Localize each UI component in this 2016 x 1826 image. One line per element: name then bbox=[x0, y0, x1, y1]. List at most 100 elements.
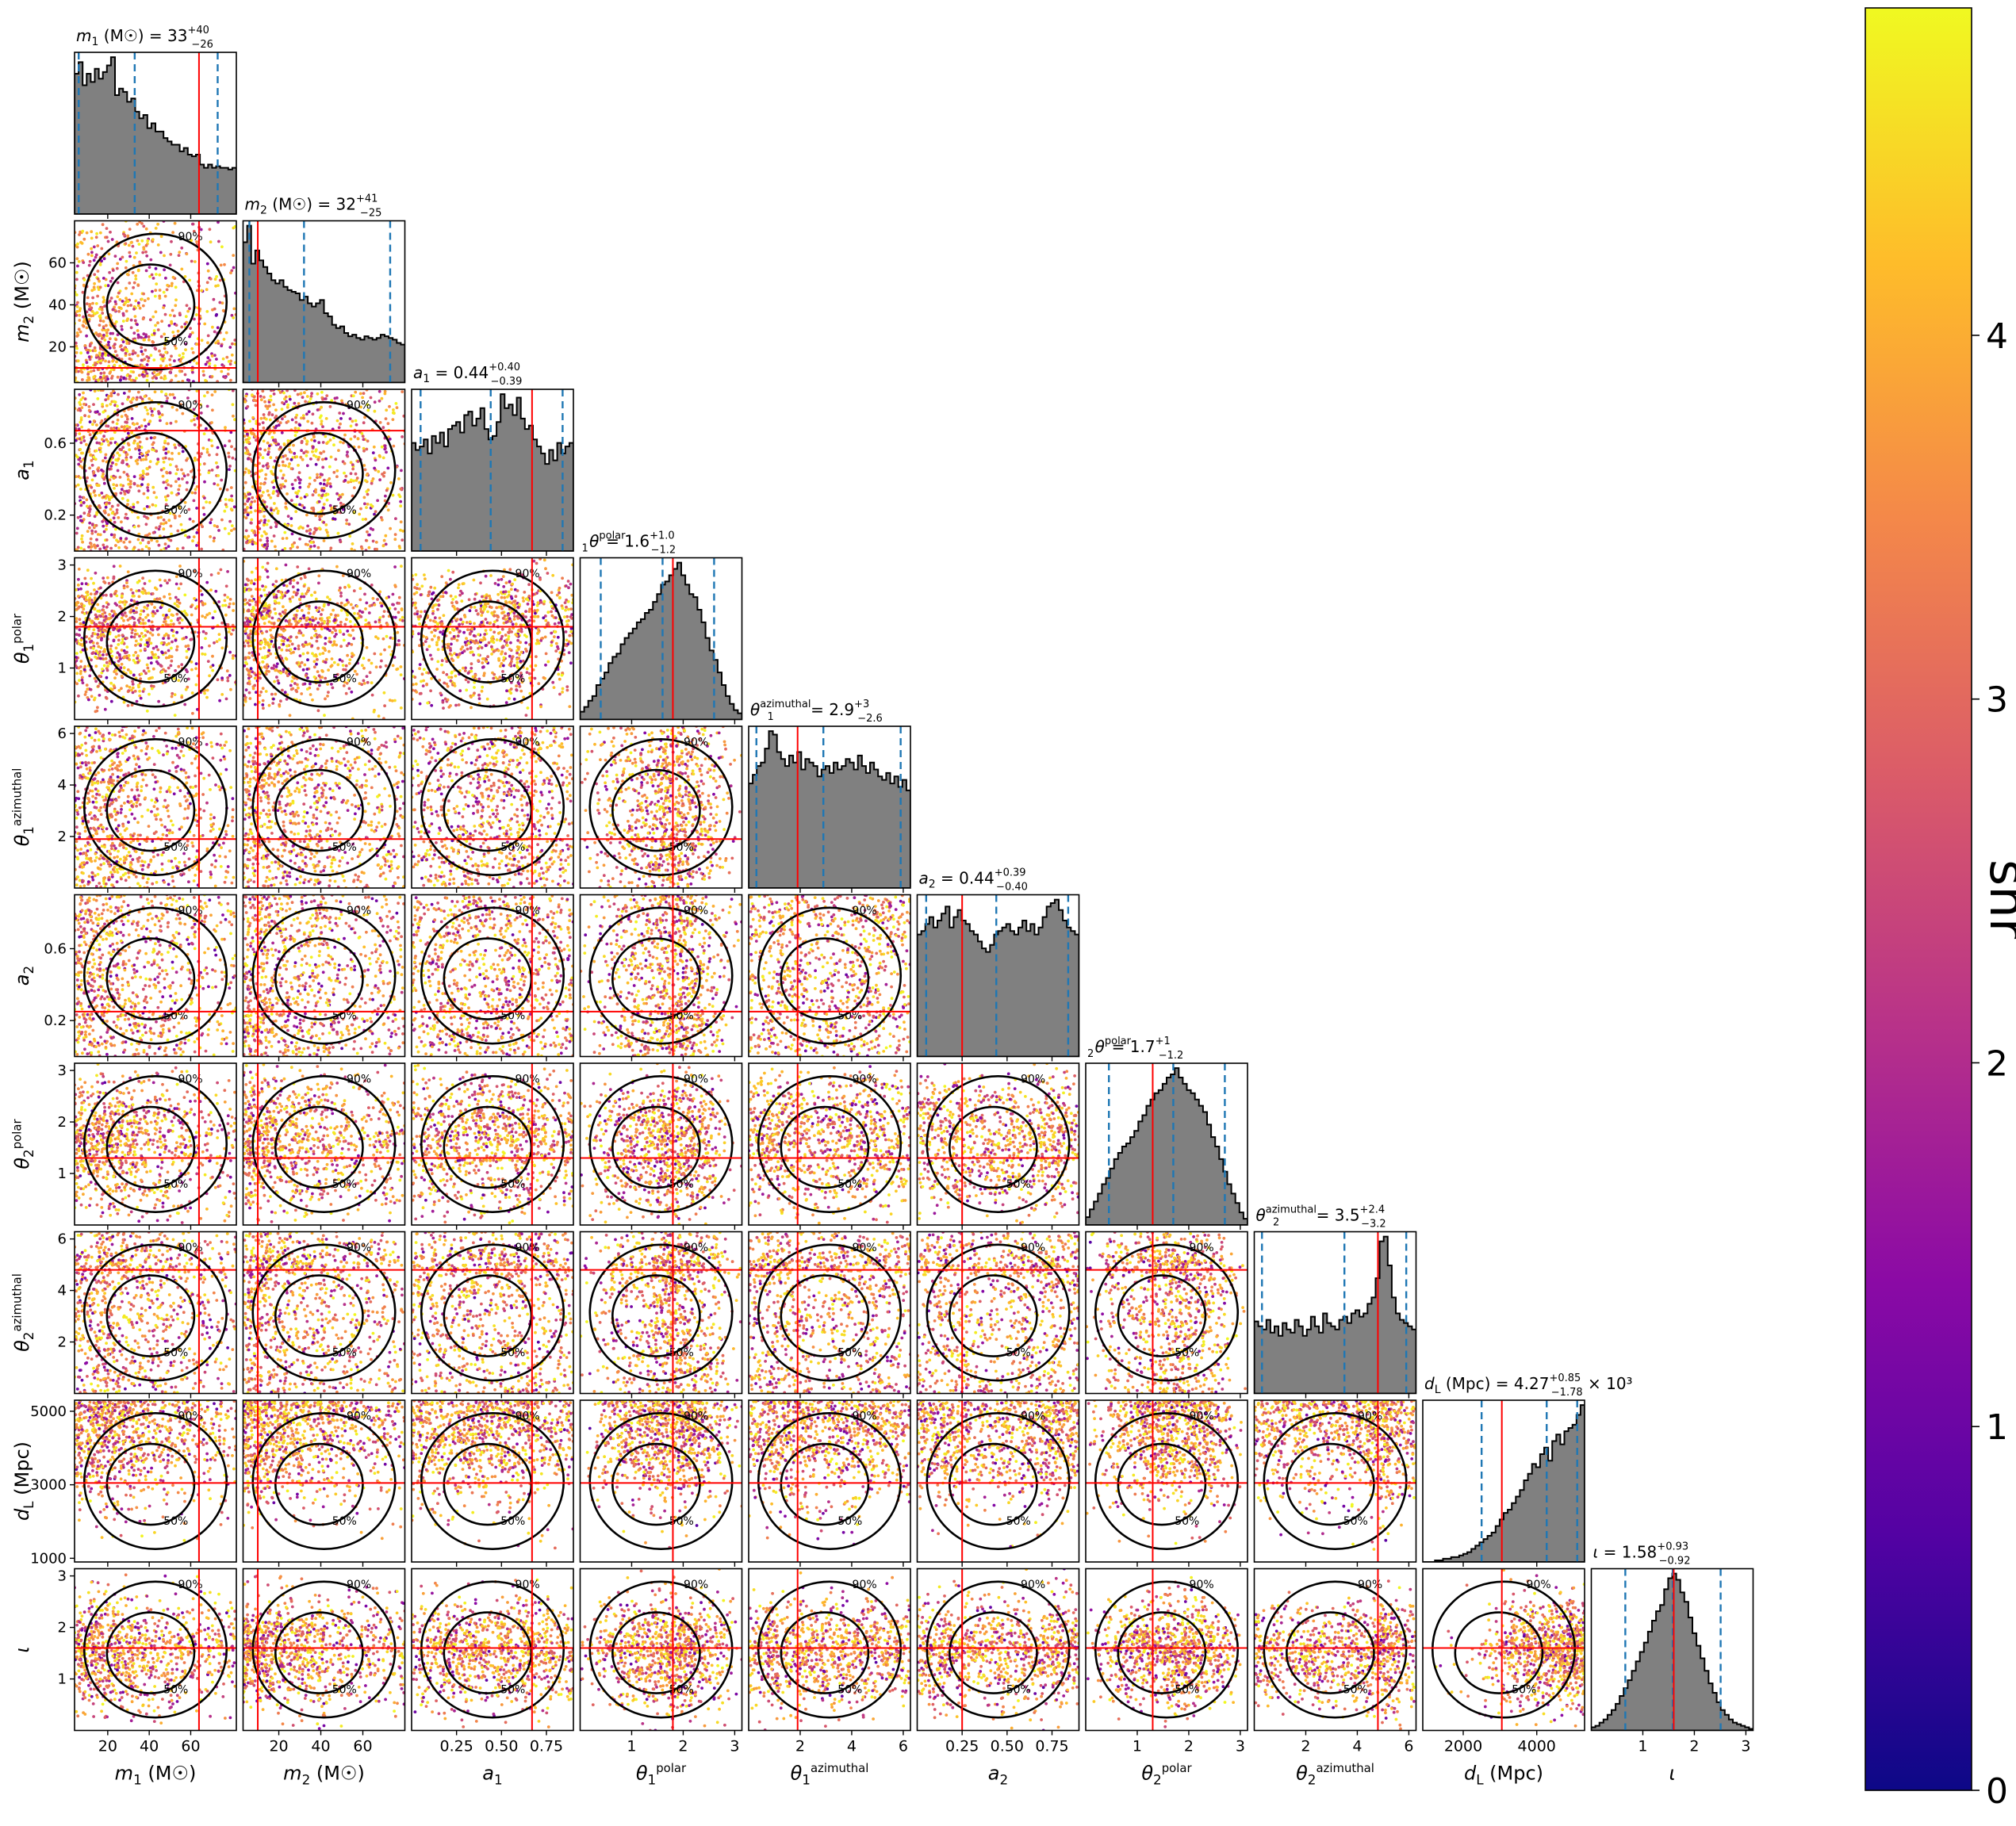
sample-point bbox=[87, 1005, 91, 1009]
sample-point bbox=[110, 759, 114, 763]
sample-point bbox=[87, 733, 91, 737]
sample-point bbox=[144, 796, 148, 800]
sample-point bbox=[169, 524, 173, 528]
y-tick-label: 40 bbox=[48, 297, 67, 313]
sample-point bbox=[173, 396, 176, 400]
sample-point bbox=[226, 679, 230, 683]
sample-point bbox=[94, 302, 98, 305]
sample-point bbox=[132, 963, 136, 967]
sample-point bbox=[104, 453, 108, 457]
sample-point bbox=[94, 1111, 98, 1115]
sample-point bbox=[125, 424, 129, 428]
sample-point bbox=[79, 852, 82, 856]
sample-point bbox=[146, 918, 150, 922]
sample-point bbox=[144, 451, 148, 454]
sample-point bbox=[158, 412, 162, 415]
sample-point bbox=[95, 538, 98, 542]
sample-point bbox=[139, 1117, 143, 1121]
sample-point bbox=[79, 638, 83, 642]
sample-point bbox=[93, 596, 97, 600]
sample-point bbox=[96, 244, 100, 247]
sample-point bbox=[143, 1006, 147, 1009]
sample-point bbox=[151, 917, 154, 921]
sample-point bbox=[124, 856, 128, 860]
sample-point bbox=[179, 873, 182, 876]
sample-point bbox=[135, 1048, 139, 1051]
sample-point bbox=[140, 364, 144, 367]
sample-point bbox=[84, 764, 88, 767]
sample-point bbox=[159, 664, 163, 667]
sample-point bbox=[103, 707, 107, 711]
sample-point bbox=[93, 997, 97, 1000]
sample-point bbox=[145, 408, 149, 412]
sample-point bbox=[190, 346, 194, 350]
sample-point bbox=[106, 908, 109, 912]
sample-point bbox=[76, 515, 80, 519]
sample-point bbox=[93, 979, 97, 983]
sample-point bbox=[168, 944, 172, 947]
sample-point bbox=[80, 451, 83, 455]
sample-point bbox=[168, 370, 172, 374]
sample-point bbox=[91, 1028, 95, 1032]
sample-point bbox=[136, 515, 140, 519]
sample-point bbox=[98, 506, 102, 510]
sample-point bbox=[136, 323, 139, 327]
sample-point bbox=[85, 856, 88, 860]
sample-point bbox=[163, 669, 167, 673]
sample-point bbox=[79, 957, 82, 961]
sample-point bbox=[195, 313, 198, 316]
sample-point bbox=[102, 459, 105, 463]
contour-label-90: 90% bbox=[178, 399, 203, 412]
sample-point bbox=[133, 315, 137, 318]
sample-point bbox=[88, 1204, 91, 1208]
sample-point bbox=[79, 931, 83, 934]
sample-point bbox=[224, 829, 228, 833]
sample-point bbox=[170, 646, 173, 650]
sample-point bbox=[129, 318, 133, 322]
sample-point bbox=[121, 348, 125, 352]
sample-point bbox=[151, 747, 154, 750]
sample-point bbox=[204, 378, 207, 382]
sample-point bbox=[192, 418, 196, 422]
sample-point bbox=[99, 614, 103, 618]
sample-point bbox=[90, 531, 94, 535]
sample-point bbox=[230, 494, 233, 498]
sample-point bbox=[120, 520, 123, 524]
sample-point bbox=[88, 420, 92, 423]
sample-point bbox=[102, 862, 105, 865]
sample-point bbox=[79, 476, 82, 480]
sample-point bbox=[223, 526, 227, 530]
sample-point bbox=[116, 333, 120, 336]
sample-point bbox=[167, 788, 171, 791]
sample-point bbox=[86, 593, 90, 597]
sample-point bbox=[139, 644, 143, 648]
sample-point bbox=[177, 488, 181, 492]
sample-point bbox=[123, 736, 127, 740]
sample-point bbox=[126, 397, 129, 401]
sample-point bbox=[185, 649, 189, 653]
sample-point bbox=[105, 617, 108, 621]
sample-point bbox=[201, 525, 204, 529]
sample-point bbox=[105, 576, 109, 580]
sample-point bbox=[152, 358, 156, 362]
sample-point bbox=[172, 622, 175, 626]
sample-point bbox=[88, 259, 92, 263]
sample-point bbox=[129, 326, 133, 330]
sample-point bbox=[214, 985, 217, 989]
sample-point bbox=[185, 304, 189, 308]
sample-point bbox=[135, 611, 138, 614]
sample-point bbox=[150, 1032, 153, 1035]
sample-point bbox=[164, 1185, 167, 1189]
sample-point bbox=[80, 898, 83, 902]
sample-point bbox=[170, 354, 173, 358]
sample-point bbox=[152, 983, 156, 986]
sample-point bbox=[230, 923, 234, 927]
sample-point bbox=[122, 427, 126, 431]
sample-point bbox=[174, 770, 178, 773]
sample-point bbox=[101, 973, 105, 977]
sample-point bbox=[218, 637, 221, 641]
sample-point bbox=[171, 898, 175, 902]
contour-label-90: 90% bbox=[178, 905, 203, 917]
sample-point bbox=[230, 963, 233, 967]
sample-point bbox=[104, 798, 108, 802]
